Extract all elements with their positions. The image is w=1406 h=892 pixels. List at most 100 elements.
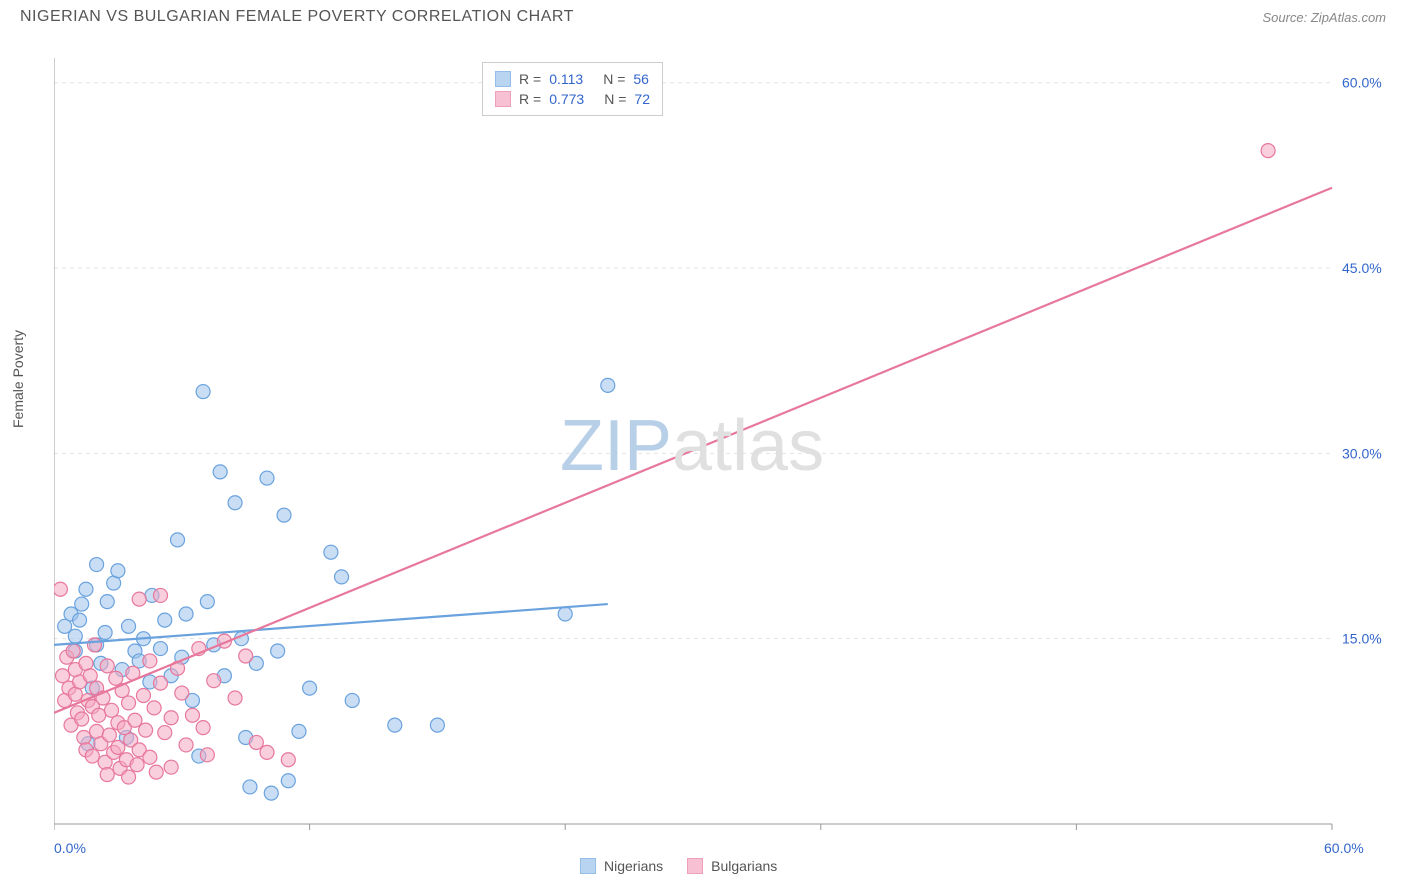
- data-point: [303, 681, 317, 695]
- data-point: [200, 595, 214, 609]
- y-tick-label: 60.0%: [1342, 75, 1382, 91]
- trend-line: [54, 188, 1332, 713]
- y-tick-label: 45.0%: [1342, 260, 1382, 276]
- data-point: [239, 649, 253, 663]
- data-point: [122, 770, 136, 784]
- legend-swatch: [580, 858, 596, 874]
- y-tick-label: 30.0%: [1342, 445, 1382, 461]
- legend-series: Nigerians Bulgarians: [580, 858, 777, 874]
- stat-r-label: R =: [519, 91, 541, 107]
- source-label: Source: ZipAtlas.com: [1262, 10, 1386, 25]
- data-point: [109, 671, 123, 685]
- data-point: [100, 768, 114, 782]
- data-point: [249, 735, 263, 749]
- data-point: [164, 760, 178, 774]
- data-point: [54, 582, 67, 596]
- data-point: [277, 508, 291, 522]
- data-point: [281, 753, 295, 767]
- data-point: [149, 765, 163, 779]
- chart-area: 15.0%30.0%45.0%60.0% ZIPatlas: [54, 46, 1386, 844]
- data-point: [1261, 144, 1275, 158]
- data-point: [90, 558, 104, 572]
- data-point: [154, 676, 168, 690]
- trend-line: [54, 604, 608, 645]
- data-point: [158, 613, 172, 627]
- data-point: [179, 738, 193, 752]
- x-axis-min-label: 0.0%: [54, 840, 86, 856]
- data-point: [207, 674, 221, 688]
- data-point: [92, 708, 106, 722]
- data-point: [345, 693, 359, 707]
- stat-n-label: N =: [604, 91, 626, 107]
- data-point: [185, 708, 199, 722]
- data-point: [139, 723, 153, 737]
- data-point: [154, 642, 168, 656]
- data-point: [388, 718, 402, 732]
- data-point: [83, 669, 97, 683]
- x-axis-max-label: 60.0%: [1324, 840, 1364, 856]
- data-point: [601, 378, 615, 392]
- data-point: [143, 750, 157, 764]
- chart-title: NIGERIAN VS BULGARIAN FEMALE POVERTY COR…: [20, 8, 574, 26]
- data-point: [111, 740, 125, 754]
- data-point: [158, 726, 172, 740]
- data-point: [87, 638, 101, 652]
- data-point: [75, 597, 89, 611]
- data-point: [100, 595, 114, 609]
- data-point: [77, 731, 91, 745]
- legend-stats-row: R = 0.773 N = 72: [495, 89, 650, 109]
- data-point: [264, 786, 278, 800]
- data-point: [122, 619, 136, 633]
- data-point: [143, 654, 157, 668]
- data-point: [128, 713, 142, 727]
- data-point: [171, 533, 185, 547]
- data-point: [228, 496, 242, 510]
- y-axis-label: Female Poverty: [10, 330, 26, 428]
- data-point: [100, 659, 114, 673]
- data-point: [73, 613, 87, 627]
- data-point: [66, 644, 80, 658]
- data-point: [102, 728, 116, 742]
- data-point: [154, 588, 168, 602]
- data-point: [196, 721, 210, 735]
- data-point: [179, 607, 193, 621]
- data-point: [228, 691, 242, 705]
- legend-series-name: Nigerians: [604, 858, 663, 874]
- stat-n-value: 72: [634, 91, 650, 107]
- data-point: [56, 669, 70, 683]
- legend-swatch: [687, 858, 703, 874]
- legend-swatch: [495, 91, 511, 107]
- legend-series-name: Bulgarians: [711, 858, 777, 874]
- data-point: [292, 724, 306, 738]
- stat-n-label: N =: [603, 71, 625, 87]
- data-point: [68, 629, 82, 643]
- data-point: [122, 696, 136, 710]
- data-point: [147, 701, 161, 715]
- data-point: [164, 711, 178, 725]
- data-point: [58, 619, 72, 633]
- stat-r-value: 0.773: [549, 91, 584, 107]
- data-point: [175, 686, 189, 700]
- legend-swatch: [495, 71, 511, 87]
- data-point: [196, 385, 210, 399]
- legend-stats-box: R = 0.113 N = 56 R = 0.773 N = 72: [482, 62, 663, 116]
- data-point: [105, 703, 119, 717]
- data-point: [213, 465, 227, 479]
- data-point: [260, 745, 274, 759]
- data-point: [132, 592, 146, 606]
- data-point: [85, 749, 99, 763]
- data-point: [200, 748, 214, 762]
- data-point: [271, 644, 285, 658]
- data-point: [281, 774, 295, 788]
- stat-r-value: 0.113: [549, 71, 583, 87]
- data-point: [430, 718, 444, 732]
- data-point: [243, 780, 257, 794]
- data-point: [558, 607, 572, 621]
- data-point: [260, 471, 274, 485]
- y-tick-label: 15.0%: [1342, 631, 1382, 647]
- data-point: [111, 564, 125, 578]
- data-point: [98, 626, 112, 640]
- stat-r-label: R =: [519, 71, 541, 87]
- data-point: [335, 570, 349, 584]
- stat-n-value: 56: [633, 71, 649, 87]
